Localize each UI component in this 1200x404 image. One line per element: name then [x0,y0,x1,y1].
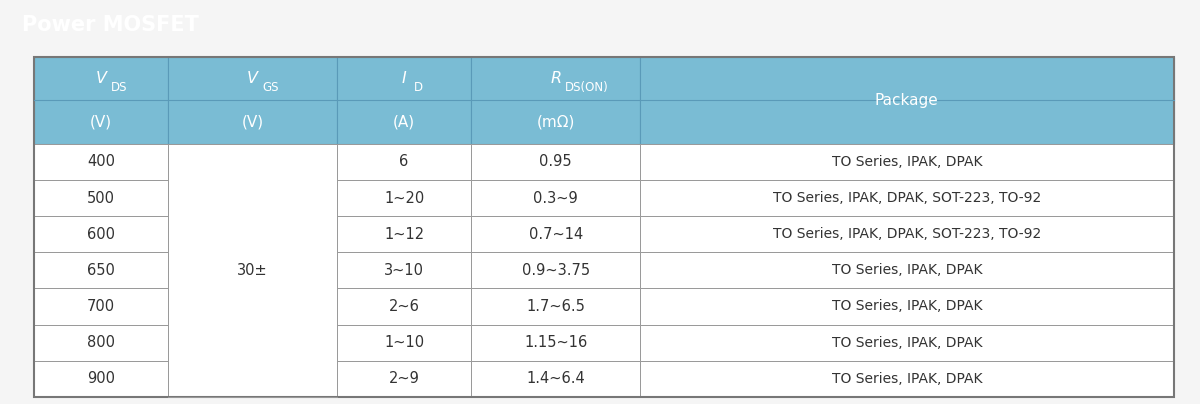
Text: 1.4~6.4: 1.4~6.4 [527,371,586,386]
Bar [640,180,1174,216]
Text: I: I [402,72,407,86]
Text: 0.3~9: 0.3~9 [533,191,578,206]
Bar [168,288,337,324]
Bar [640,324,1174,361]
Text: 0.95: 0.95 [540,154,572,169]
Bar [640,216,1174,252]
Bar [640,288,1174,324]
Bar [337,180,472,216]
Text: V: V [247,72,258,86]
Text: 3~10: 3~10 [384,263,424,278]
Text: TO Series, IPAK, DPAK: TO Series, IPAK, DPAK [832,336,982,349]
Bar [472,144,640,180]
Text: 0.7~14: 0.7~14 [528,227,583,242]
Bar [34,252,168,288]
Text: 6: 6 [400,154,409,169]
Bar [337,216,472,252]
Text: 650: 650 [86,263,115,278]
Text: (V): (V) [241,115,264,130]
Text: 500: 500 [86,191,115,206]
Text: R: R [550,72,562,86]
Bar [337,288,472,324]
Text: 700: 700 [86,299,115,314]
Text: 600: 600 [86,227,115,242]
Bar [34,57,168,144]
Bar [337,144,472,180]
Text: Package: Package [875,93,938,108]
Text: TO Series, IPAK, DPAK, SOT-223, TO-92: TO Series, IPAK, DPAK, SOT-223, TO-92 [773,227,1040,241]
Bar [472,324,640,361]
Text: 1.15~16: 1.15~16 [524,335,587,350]
Bar [337,252,472,288]
Text: 400: 400 [86,154,115,169]
Text: DS: DS [110,81,127,94]
Text: (A): (A) [394,115,415,130]
Text: 1.7~6.5: 1.7~6.5 [527,299,586,314]
Bar [472,252,640,288]
Bar [34,144,168,180]
Bar [168,216,337,252]
Bar [168,180,337,216]
Text: 2~6: 2~6 [389,299,420,314]
Text: 2~9: 2~9 [389,371,420,386]
Text: TO Series, IPAK, DPAK: TO Series, IPAK, DPAK [832,372,982,386]
Bar [34,324,168,361]
Bar [640,57,1174,144]
Text: 900: 900 [86,371,115,386]
Text: 800: 800 [86,335,115,350]
Bar [472,361,640,397]
Text: V: V [95,72,107,86]
Text: 0.9~3.75: 0.9~3.75 [522,263,589,278]
Bar [34,180,168,216]
Text: (V): (V) [90,115,112,130]
Bar [168,144,337,397]
Text: GS: GS [262,81,278,94]
Text: 1~20: 1~20 [384,191,425,206]
Bar [34,361,168,397]
Bar [168,361,337,397]
Text: 1~12: 1~12 [384,227,424,242]
Bar [472,180,640,216]
Text: 1~10: 1~10 [384,335,424,350]
Bar [472,57,640,144]
Bar [168,324,337,361]
Bar [168,252,337,288]
Text: (mΩ): (mΩ) [536,115,575,130]
Bar [472,288,640,324]
Text: TO Series, IPAK, DPAK: TO Series, IPAK, DPAK [832,155,982,169]
Bar [640,252,1174,288]
Bar [472,216,640,252]
Bar [168,57,337,144]
Text: TO Series, IPAK, DPAK: TO Series, IPAK, DPAK [832,263,982,277]
Text: 30±: 30± [238,263,268,278]
Bar [337,57,472,144]
Bar [337,324,472,361]
Bar [640,361,1174,397]
Text: TO Series, IPAK, DPAK: TO Series, IPAK, DPAK [832,299,982,314]
Text: DS(ON): DS(ON) [565,81,610,94]
Text: D: D [414,81,422,94]
Bar [337,361,472,397]
Bar [34,216,168,252]
Bar [34,288,168,324]
Bar [640,144,1174,180]
Text: Power MOSFET: Power MOSFET [22,15,198,35]
Text: TO Series, IPAK, DPAK, SOT-223, TO-92: TO Series, IPAK, DPAK, SOT-223, TO-92 [773,191,1040,205]
Bar [168,144,337,180]
